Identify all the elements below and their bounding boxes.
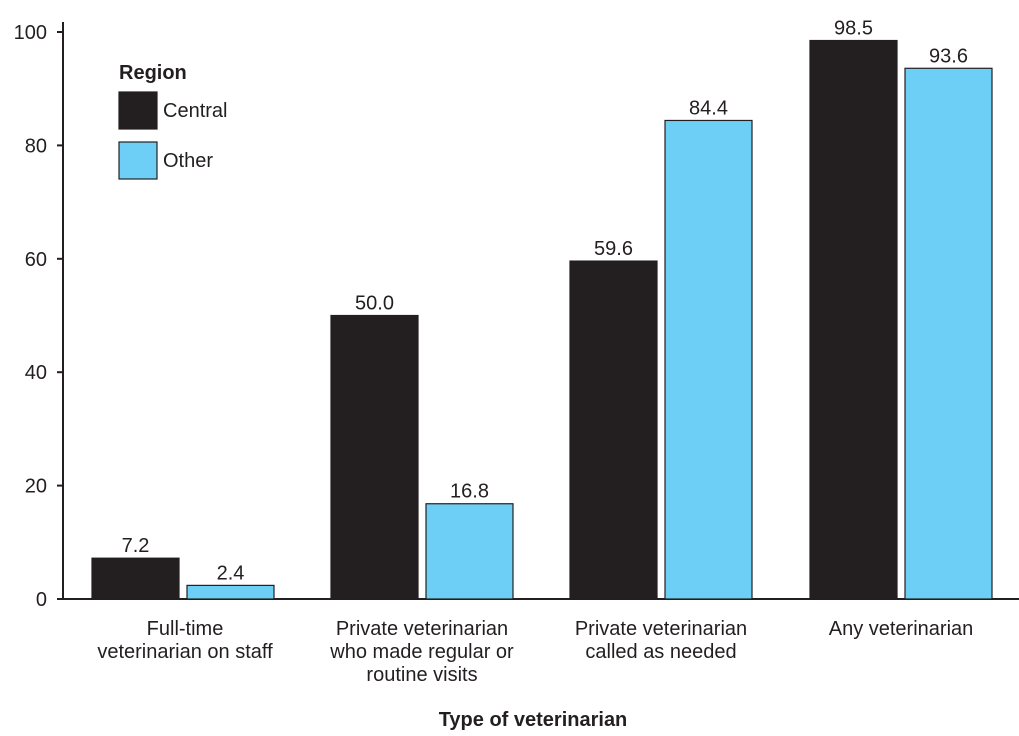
category-label: Private veterinarian called as needed (575, 618, 747, 663)
bar-central (569, 260, 658, 600)
x-axis-title: Type of veterinarian (439, 709, 628, 731)
y-tick-label: 60 (25, 249, 47, 271)
legend-label-central: Central (163, 100, 227, 122)
category-label: Any veterinarian (829, 618, 974, 640)
data-label: 84.4 (689, 97, 728, 119)
data-label: 16.8 (450, 481, 489, 503)
category-label-line: Private veterinarian (575, 618, 747, 640)
bar-other (425, 503, 514, 600)
legend-title: Region (119, 62, 187, 84)
data-label: 93.6 (929, 45, 968, 67)
bar-other (186, 584, 275, 600)
bars (91, 39, 993, 600)
y-tick-label: 40 (25, 362, 47, 384)
legend-swatch-central (118, 91, 158, 130)
category-labels: Full-time veterinarian on staff Private ve… (97, 618, 973, 686)
category-label-line: Private veterinarian (336, 618, 508, 640)
bar-central (330, 314, 419, 600)
legend-label-other: Other (163, 150, 213, 172)
legend: Region Central Other (118, 62, 227, 180)
legend-swatch-other (118, 141, 158, 180)
category-label-line: Any veterinarian (829, 618, 974, 640)
y-tick-label: 80 (25, 135, 47, 157)
category-label-line: veterinarian on staff (97, 641, 273, 663)
y-tick-label: 100 (14, 22, 47, 44)
bar-other (904, 67, 993, 600)
bar-other (664, 119, 753, 600)
data-labels: 7.2 50.0 59.6 98.5 2.4 16.8 84.4 93.6 (122, 18, 968, 585)
data-label: 98.5 (834, 18, 873, 40)
category-label: Full-time veterinarian on staff (97, 618, 273, 663)
category-label-line: routine visits (366, 664, 477, 686)
category-label-line: Full-time (147, 618, 224, 640)
data-label: 59.6 (594, 238, 633, 260)
category-label: Private veterinarian who made regular or r… (329, 618, 514, 686)
category-label-line: called as needed (585, 641, 736, 663)
data-label: 50.0 (355, 293, 394, 315)
y-tick-label: 20 (25, 476, 47, 498)
bar-central (809, 39, 898, 600)
data-label: 7.2 (122, 535, 150, 557)
bar-central (91, 557, 180, 600)
data-label: 2.4 (217, 562, 245, 584)
y-tick-label: 0 (36, 589, 47, 611)
category-label-line: who made regular or (329, 641, 514, 663)
